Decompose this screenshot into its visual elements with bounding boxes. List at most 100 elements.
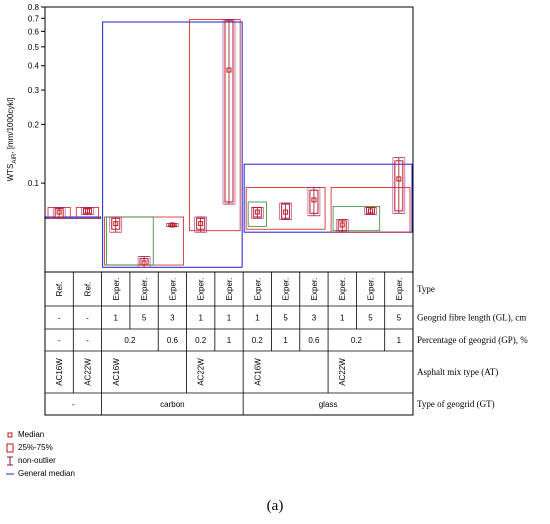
median-marker [368, 208, 374, 214]
legend-general-median: General median [6, 467, 75, 480]
box-rect [394, 160, 404, 212]
gl-cell: 1 [198, 314, 203, 323]
gp-cell: 0.6 [167, 336, 179, 345]
median-marker [56, 209, 62, 215]
box-5 [194, 216, 207, 233]
median-marker [113, 221, 119, 227]
range-rect [222, 19, 236, 205]
y-tick-label: 0.4 [28, 62, 40, 71]
y-tick-label: 0.1 [28, 179, 40, 188]
y-tick-label: 0.5 [28, 43, 40, 52]
gl-cell: 5 [397, 314, 402, 323]
median-marker [226, 67, 232, 73]
gp-cell: 1 [397, 336, 402, 345]
box-rect [167, 224, 177, 227]
gp-cell: 0.6 [308, 336, 320, 345]
type-cell: Exper. [282, 278, 291, 301]
box-12 [392, 157, 406, 214]
median-marker [254, 209, 260, 215]
at-cell: AC16W [112, 358, 121, 386]
gl-cell: 5 [142, 314, 147, 323]
median-marker [141, 260, 147, 266]
legend-median: Median [6, 428, 75, 441]
gt-cell: glass [319, 400, 338, 409]
median-marker [84, 208, 90, 214]
gp-cell: - [86, 336, 89, 345]
at-group-rect [245, 187, 326, 230]
gt-group-rect [243, 163, 413, 233]
type-cell: Exper. [225, 278, 234, 301]
gl-cell: 5 [368, 314, 373, 323]
table-row-label: Geogrid fibre length (GL), cm [417, 313, 526, 323]
median-marker [283, 209, 289, 215]
y-tick-label: 0.7 [28, 14, 40, 23]
at-group-rect [189, 19, 241, 232]
figure-caption: (a) [266, 498, 284, 514]
range-rect [81, 207, 94, 215]
type-cell: Exper. [310, 278, 319, 301]
box-3 [137, 256, 151, 268]
median-marker [198, 221, 204, 227]
y-axis-label: WTSAIR, [mm/1000cykl] [6, 98, 18, 182]
whisker-icon [7, 456, 13, 465]
general-median-line-icon [6, 473, 14, 474]
table-row-label: Asphalt mix type (AT) [417, 367, 498, 377]
type-cell: Exper. [112, 278, 121, 301]
type-cell: Ref. [55, 282, 64, 297]
type-cell: Exper. [253, 278, 262, 301]
at-cell: AC16W [253, 358, 262, 386]
table-row-label: Type [417, 284, 435, 294]
range-rect [109, 216, 123, 233]
range-rect [52, 207, 66, 219]
type-cell: Exper. [168, 278, 177, 301]
median-marker-icon [7, 432, 13, 437]
box-1 [81, 207, 94, 215]
box-6 [222, 19, 236, 205]
y-tick-label: 0.8 [28, 3, 40, 12]
y-axis: 0.1 0.2 0.3 0.4 0.5 0.6 0.7 0.8 WTSAIR, [mm/1000… [6, 3, 45, 188]
type-cell: Exper. [338, 278, 347, 301]
box-icon [6, 443, 14, 452]
gp-cell: 0.2 [124, 336, 136, 345]
box-rect [337, 220, 347, 232]
legend-box-label: 25%-75% [18, 443, 53, 452]
gl-cell: 3 [312, 314, 317, 323]
box-4 [166, 222, 179, 228]
median-marker [311, 197, 317, 203]
box-rect [196, 217, 206, 230]
box-7 [251, 206, 264, 219]
box-11 [364, 206, 377, 215]
legend-whisker-label: non-outlier [18, 456, 56, 465]
gp-cell: - [58, 336, 61, 345]
legend: Median 25%-75% non-outlier General media… [6, 428, 75, 480]
gl-cell: 1 [114, 314, 119, 323]
gp-cell: 0.2 [351, 336, 363, 345]
plot-area [44, 6, 414, 273]
gp-cell: 0.2 [195, 336, 207, 345]
gt-cell: - [72, 400, 75, 409]
box-10 [335, 219, 349, 233]
gl-cell: - [58, 314, 61, 323]
legend-box: 25%-75% [6, 441, 75, 454]
type-cell: Exper. [367, 278, 376, 301]
gl-cell: - [86, 314, 89, 323]
box-0 [52, 207, 66, 219]
box-2 [109, 216, 123, 233]
box-rect [224, 20, 234, 203]
at-cell: AC16W [55, 358, 64, 386]
median-marker [169, 222, 175, 228]
table-row-label: Percentage of geogrid (GP), % [417, 335, 528, 345]
gl-cell: 5 [283, 314, 288, 323]
box-rect [309, 189, 319, 214]
box-rect [281, 203, 291, 219]
box-8 [279, 202, 292, 220]
range-rect [392, 157, 406, 214]
box-rect [111, 217, 121, 230]
gl-cell: 1 [255, 314, 260, 323]
range-rect [194, 216, 207, 233]
type-cell: Exper. [395, 278, 404, 301]
y-tick-label: 0.6 [28, 27, 40, 36]
range-rect [335, 219, 349, 233]
gl-cell: 3 [170, 314, 175, 323]
range-rect [279, 202, 292, 220]
